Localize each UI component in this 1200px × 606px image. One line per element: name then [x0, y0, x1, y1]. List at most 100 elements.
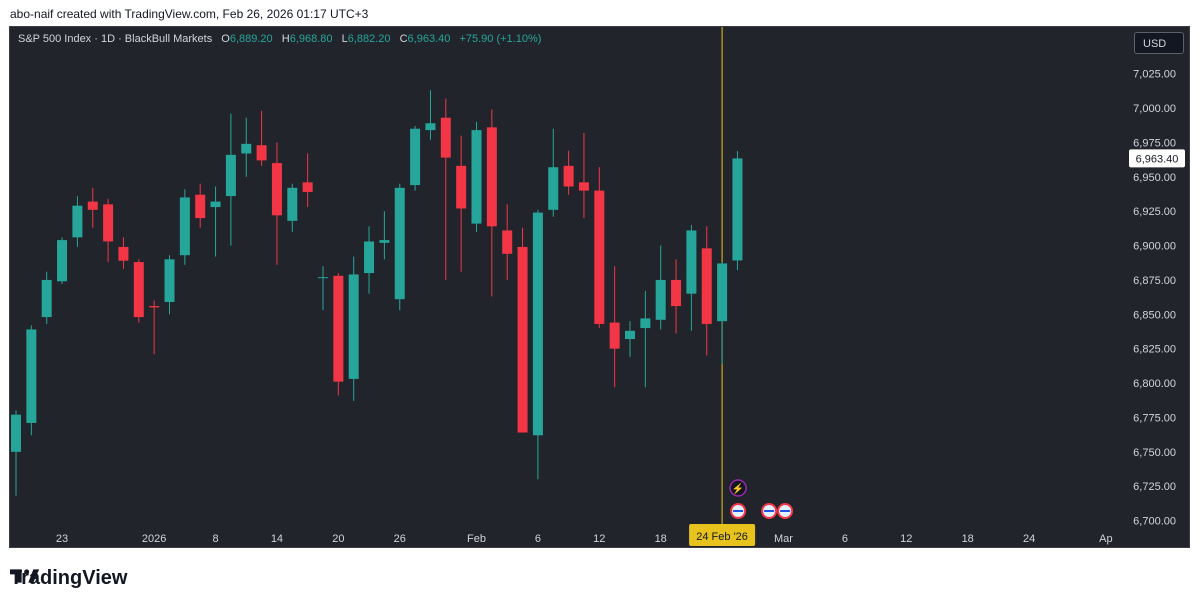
candle-body[interactable] [302, 182, 313, 192]
candle-body[interactable] [655, 279, 666, 320]
low-label: L [341, 33, 348, 45]
chart-area[interactable]: 7,025.00 7,000.00 6,975.00 6,950.00 6,925.00… [9, 26, 1190, 548]
price-tick-label: 6,950.00 [1133, 172, 1176, 184]
candle-body[interactable] [318, 277, 328, 279]
candle-body[interactable] [609, 322, 620, 349]
candle-body[interactable] [179, 197, 190, 256]
lightning-icon: ⚡ [732, 482, 744, 495]
time-tick-label: 18 [655, 533, 667, 545]
open-label: O [221, 33, 230, 45]
price-tick-label: 7,025.00 [1133, 69, 1176, 81]
candle-body[interactable] [440, 117, 451, 158]
high-label: H [281, 33, 290, 45]
candle-body[interactable] [364, 241, 375, 274]
change-value: +75.90 (+1.10%) [459, 33, 542, 45]
time-tick-label: 8 [212, 533, 218, 545]
candle-body[interactable] [118, 246, 129, 261]
time-tick-label: 6 [842, 533, 848, 545]
price-tick-label: 6,800.00 [1133, 378, 1176, 390]
candle-body[interactable] [563, 165, 574, 187]
close-value: 6,963.40 [407, 33, 451, 45]
candle-body[interactable] [502, 230, 513, 254]
candle-body[interactable] [271, 163, 282, 216]
time-tick-label: Feb [467, 533, 486, 545]
candle-body[interactable] [686, 230, 697, 294]
us-flag-stripe [780, 510, 791, 512]
time-tick-label: 24 [1023, 533, 1035, 545]
candle-body[interactable] [578, 182, 589, 191]
price-tick-label: 6,850.00 [1133, 309, 1176, 321]
last-price-label: 6,963.40 [1136, 153, 1179, 165]
time-tick-label: 12 [593, 533, 605, 545]
candle-body[interactable] [133, 262, 144, 318]
candle-body[interactable] [103, 204, 114, 242]
candle-body[interactable] [348, 274, 359, 379]
crosshair-date-label: 24 Feb '26 [696, 531, 748, 543]
candle-body[interactable] [87, 201, 98, 210]
candle-body[interactable] [57, 240, 68, 282]
candlestick-chart[interactable]: 7,025.00 7,000.00 6,975.00 6,950.00 6,925.00… [10, 27, 1190, 548]
candle-body[interactable] [11, 414, 21, 452]
open-value: 6,889.20 [229, 33, 273, 45]
ohlc-legend: S&P 500 Index · 1D · BlackBull Markets O… [18, 33, 541, 45]
candle-body[interactable] [548, 167, 559, 210]
price-tick-label: 6,975.00 [1133, 137, 1176, 149]
price-tick-label: 6,775.00 [1133, 412, 1176, 424]
candle-body[interactable] [26, 329, 37, 423]
candle-body[interactable] [517, 246, 528, 433]
time-tick-label: 6 [535, 533, 541, 545]
time-tick-label: 12 [900, 533, 912, 545]
close-label: C [399, 33, 408, 45]
candle-body[interactable] [72, 205, 83, 238]
tradingview-logo[interactable]: TradingView [10, 567, 127, 590]
candle-body[interactable] [425, 123, 436, 131]
price-tick-label: 7,000.00 [1133, 103, 1176, 115]
price-tick-label: 6,750.00 [1133, 447, 1176, 459]
candle-body[interactable] [241, 143, 252, 154]
candle-body[interactable] [210, 201, 221, 208]
candle-body[interactable] [379, 240, 390, 243]
low-value: 6,882.20 [347, 33, 391, 45]
symbol-label[interactable]: S&P 500 Index · 1D · BlackBull Markets [18, 33, 213, 45]
candle-body[interactable] [471, 130, 482, 224]
us-flag-stripe [733, 510, 744, 512]
currency-button[interactable]: USD [1134, 32, 1184, 54]
us-flag-stripe [764, 510, 775, 512]
candle-body[interactable] [732, 158, 743, 261]
candle-body[interactable] [671, 279, 682, 307]
candle-body[interactable] [456, 165, 467, 209]
time-tick-label: Mar [774, 533, 793, 545]
candle-body[interactable] [410, 128, 421, 186]
time-tick-label: 2026 [142, 533, 166, 545]
candle-body[interactable] [717, 263, 728, 322]
tradingview-logo-text: TradingView [10, 567, 128, 589]
candle-body[interactable] [333, 275, 344, 382]
chart-attribution: abo-naif created with TradingView.com, F… [10, 7, 369, 21]
price-tick-label: 6,825.00 [1133, 344, 1176, 356]
high-value: 6,968.80 [289, 33, 333, 45]
price-tick-label: 6,900.00 [1133, 241, 1176, 253]
candle-body[interactable] [41, 279, 52, 318]
time-tick-label: 23 [56, 533, 68, 545]
candle-body[interactable] [256, 145, 267, 161]
candle-body[interactable] [195, 194, 206, 219]
candle-body[interactable] [287, 187, 298, 221]
earnings-event-icon[interactable] [729, 479, 747, 497]
time-tick-label: 14 [271, 533, 283, 545]
candle-body[interactable] [532, 212, 543, 436]
candle-body[interactable] [164, 259, 175, 302]
candle-body[interactable] [394, 187, 405, 300]
price-tick-label: 6,875.00 [1133, 275, 1176, 287]
candle-body[interactable] [640, 318, 651, 329]
price-tick-label: 6,925.00 [1133, 206, 1176, 218]
candle-body[interactable] [225, 154, 236, 197]
tradingview-logo-icon [10, 569, 40, 583]
candle-body[interactable] [625, 330, 635, 340]
candle-body[interactable] [149, 306, 160, 308]
candle-body[interactable] [701, 248, 712, 324]
crosshair-date-box [689, 524, 756, 546]
price-tick-label: 6,725.00 [1133, 481, 1176, 493]
candle-body[interactable] [486, 127, 497, 227]
candle-body[interactable] [594, 190, 605, 324]
time-tick-label: Ap [1099, 533, 1112, 545]
